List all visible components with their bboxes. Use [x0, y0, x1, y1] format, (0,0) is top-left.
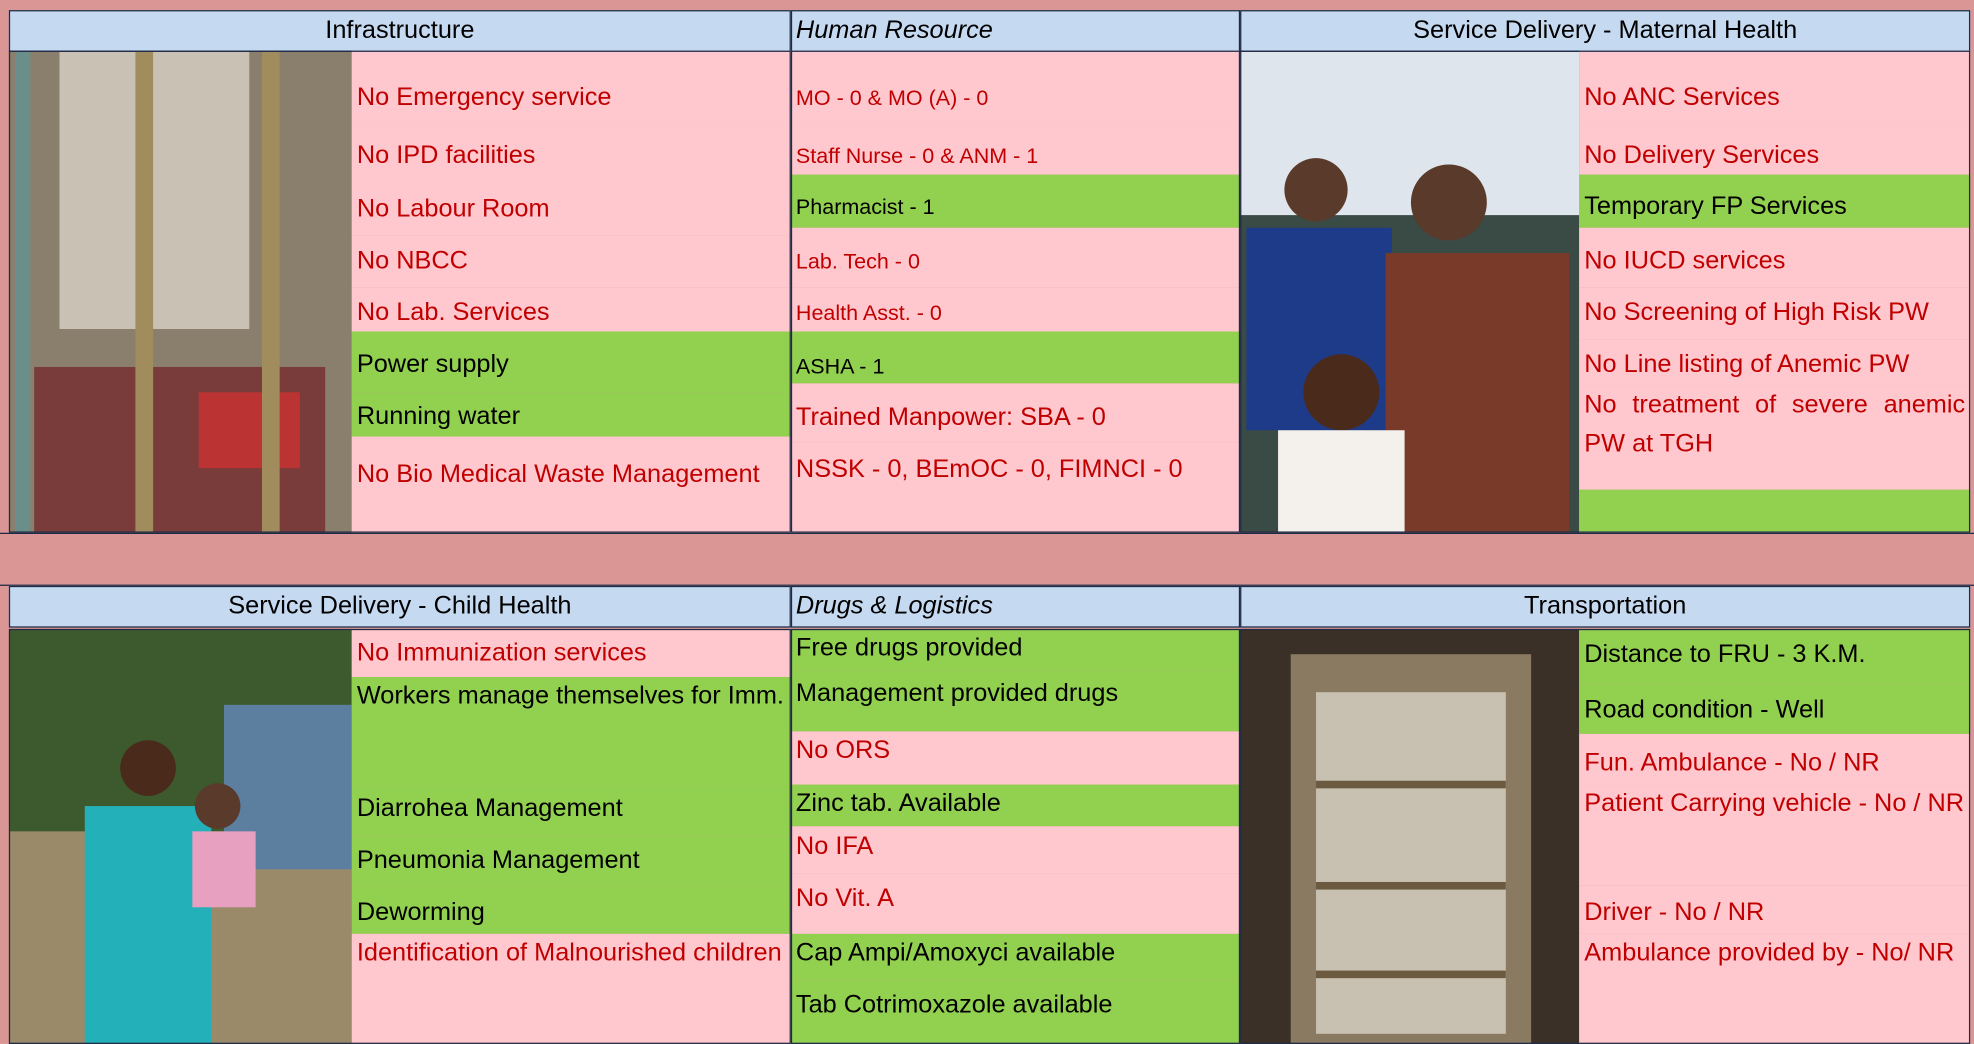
panel-border: [1240, 628, 1971, 1044]
panel-title: Human Resource: [790, 10, 1241, 52]
panel-border: [790, 628, 1241, 1044]
status-item: Patient Carrying vehicle - No / NR: [1579, 784, 1971, 886]
status-item: ASHA - 1: [790, 331, 1241, 384]
status-item: Fun. Ambulance - No / NR: [1579, 733, 1971, 785]
status-item: Pharmacist - 1: [790, 174, 1241, 228]
status-item-blank: [1579, 489, 1971, 533]
status-item: Management provided drugs: [790, 670, 1241, 732]
panel-border: [8, 628, 791, 1044]
top-band: [0, 0, 1974, 9]
panel-title: Transportation: [1240, 585, 1971, 628]
status-item: Power supply: [351, 331, 791, 393]
status-item: Distance to FRU - 3 K.M.: [1579, 628, 1971, 684]
status-item: MO - 0 & MO (A) - 0: [790, 50, 1241, 127]
status-item: Lab. Tech - 0: [790, 227, 1241, 288]
panel-title: Infrastructure: [8, 10, 791, 52]
status-item: Cap Ampi/Amoxyci available: [790, 933, 1241, 981]
status-item: No ANC Services: [1579, 50, 1971, 127]
photo-maternal: [1240, 50, 1580, 533]
status-item: No IPD facilities: [351, 126, 791, 184]
status-item: Driver - No / NR: [1579, 885, 1971, 934]
status-item: Road condition - Well: [1579, 683, 1971, 734]
status-item: No treatment of severe anemic PW at TGH: [1579, 385, 1971, 490]
photo-child: [8, 628, 352, 1044]
panel-title: Service Delivery - Maternal Health: [1240, 10, 1971, 52]
panel-border: [790, 50, 1241, 533]
middle-band: [0, 532, 1974, 586]
photo-infrastructure: [8, 50, 352, 533]
status-item: No Bio Medical Waste Management: [351, 436, 791, 533]
status-item: Ambulance provided by - No/ NR: [1579, 933, 1971, 1044]
status-item: No Screening of High Risk PW: [1579, 287, 1971, 340]
status-item: Zinc tab. Available: [790, 784, 1241, 827]
status-item: No Line listing of Anemic PW: [1579, 339, 1971, 386]
status-item: No NBCC: [351, 235, 791, 288]
panel-border: [8, 50, 791, 533]
status-item: No ORS: [790, 731, 1241, 785]
photo-transport: [1240, 628, 1580, 1044]
status-item: Diarrohea Management: [351, 784, 791, 836]
panel-border: [1240, 50, 1971, 533]
status-item: Staff Nurse - 0 & ANM - 1: [790, 126, 1241, 175]
status-item: Deworming: [351, 885, 791, 934]
status-item: Tab Cotrimoxazole available: [790, 980, 1241, 1044]
status-item: No Labour Room: [351, 183, 791, 236]
status-item: No Immunization services: [351, 628, 791, 677]
status-item: No IUCD services: [1579, 227, 1971, 288]
status-item: NSSK - 0, BEmOC - 0, FIMNCI - 0: [790, 442, 1241, 533]
status-item: Identification of Malnourished children: [351, 933, 791, 1044]
status-item: No Lab. Services: [351, 287, 791, 332]
status-item: No Delivery Services: [1579, 126, 1971, 175]
status-item: Pneumonia Management: [351, 835, 791, 886]
panel-title: Drugs & Logistics: [790, 585, 1241, 628]
status-item: Trained Manpower: SBA - 0: [790, 383, 1241, 443]
status-item: Health Asst. - 0: [790, 287, 1241, 332]
status-item: No Vit. A: [790, 873, 1241, 934]
status-item: No Emergency service: [351, 50, 791, 127]
status-item: Workers manage themselves for Imm.: [351, 676, 791, 785]
panel-title: Service Delivery - Child Health: [8, 585, 791, 628]
status-item: No IFA: [790, 826, 1241, 874]
status-item: Free drugs provided: [790, 628, 1241, 671]
status-item: Temporary FP Services: [1579, 174, 1971, 228]
status-item: Running water: [351, 392, 791, 437]
